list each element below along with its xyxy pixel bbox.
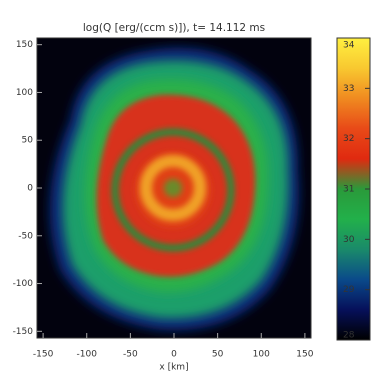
x-tick-label: 50 [212,350,224,360]
colorbar-tick-label: 32 [343,134,354,144]
heatmap-image [37,38,311,338]
y-tick-label: 150 [16,40,33,50]
colorbar-tick-label: 34 [343,41,355,51]
chart-title: log(Q [erg/(ccm s)]), t= 14.112 ms [83,22,265,34]
y-tick-label: -150 [13,327,34,337]
x-tick-label: 0 [171,350,177,360]
y-tick-label: 50 [22,136,34,146]
x-tick-label: -50 [123,350,138,360]
x-tick-label: 100 [253,350,270,360]
colorbar-tick-label: 30 [343,235,355,245]
x-tick-label: -150 [33,350,54,360]
y-tick-label: -100 [13,279,34,289]
colorbar-tick-label: 29 [343,285,355,295]
y-tick-label: -50 [18,231,33,241]
colorbar-tick-label: 33 [343,84,354,94]
colorbar [336,37,371,341]
y-tick-label: 100 [16,88,33,98]
x-tick-label: -100 [77,350,98,360]
y-tick-label: 0 [27,184,33,194]
colorbar-tick-label: 31 [343,185,354,195]
x-axis-label: x [km] [159,363,188,373]
x-tick-label: 150 [296,350,313,360]
colorbar-tick-label: 28 [343,331,355,341]
